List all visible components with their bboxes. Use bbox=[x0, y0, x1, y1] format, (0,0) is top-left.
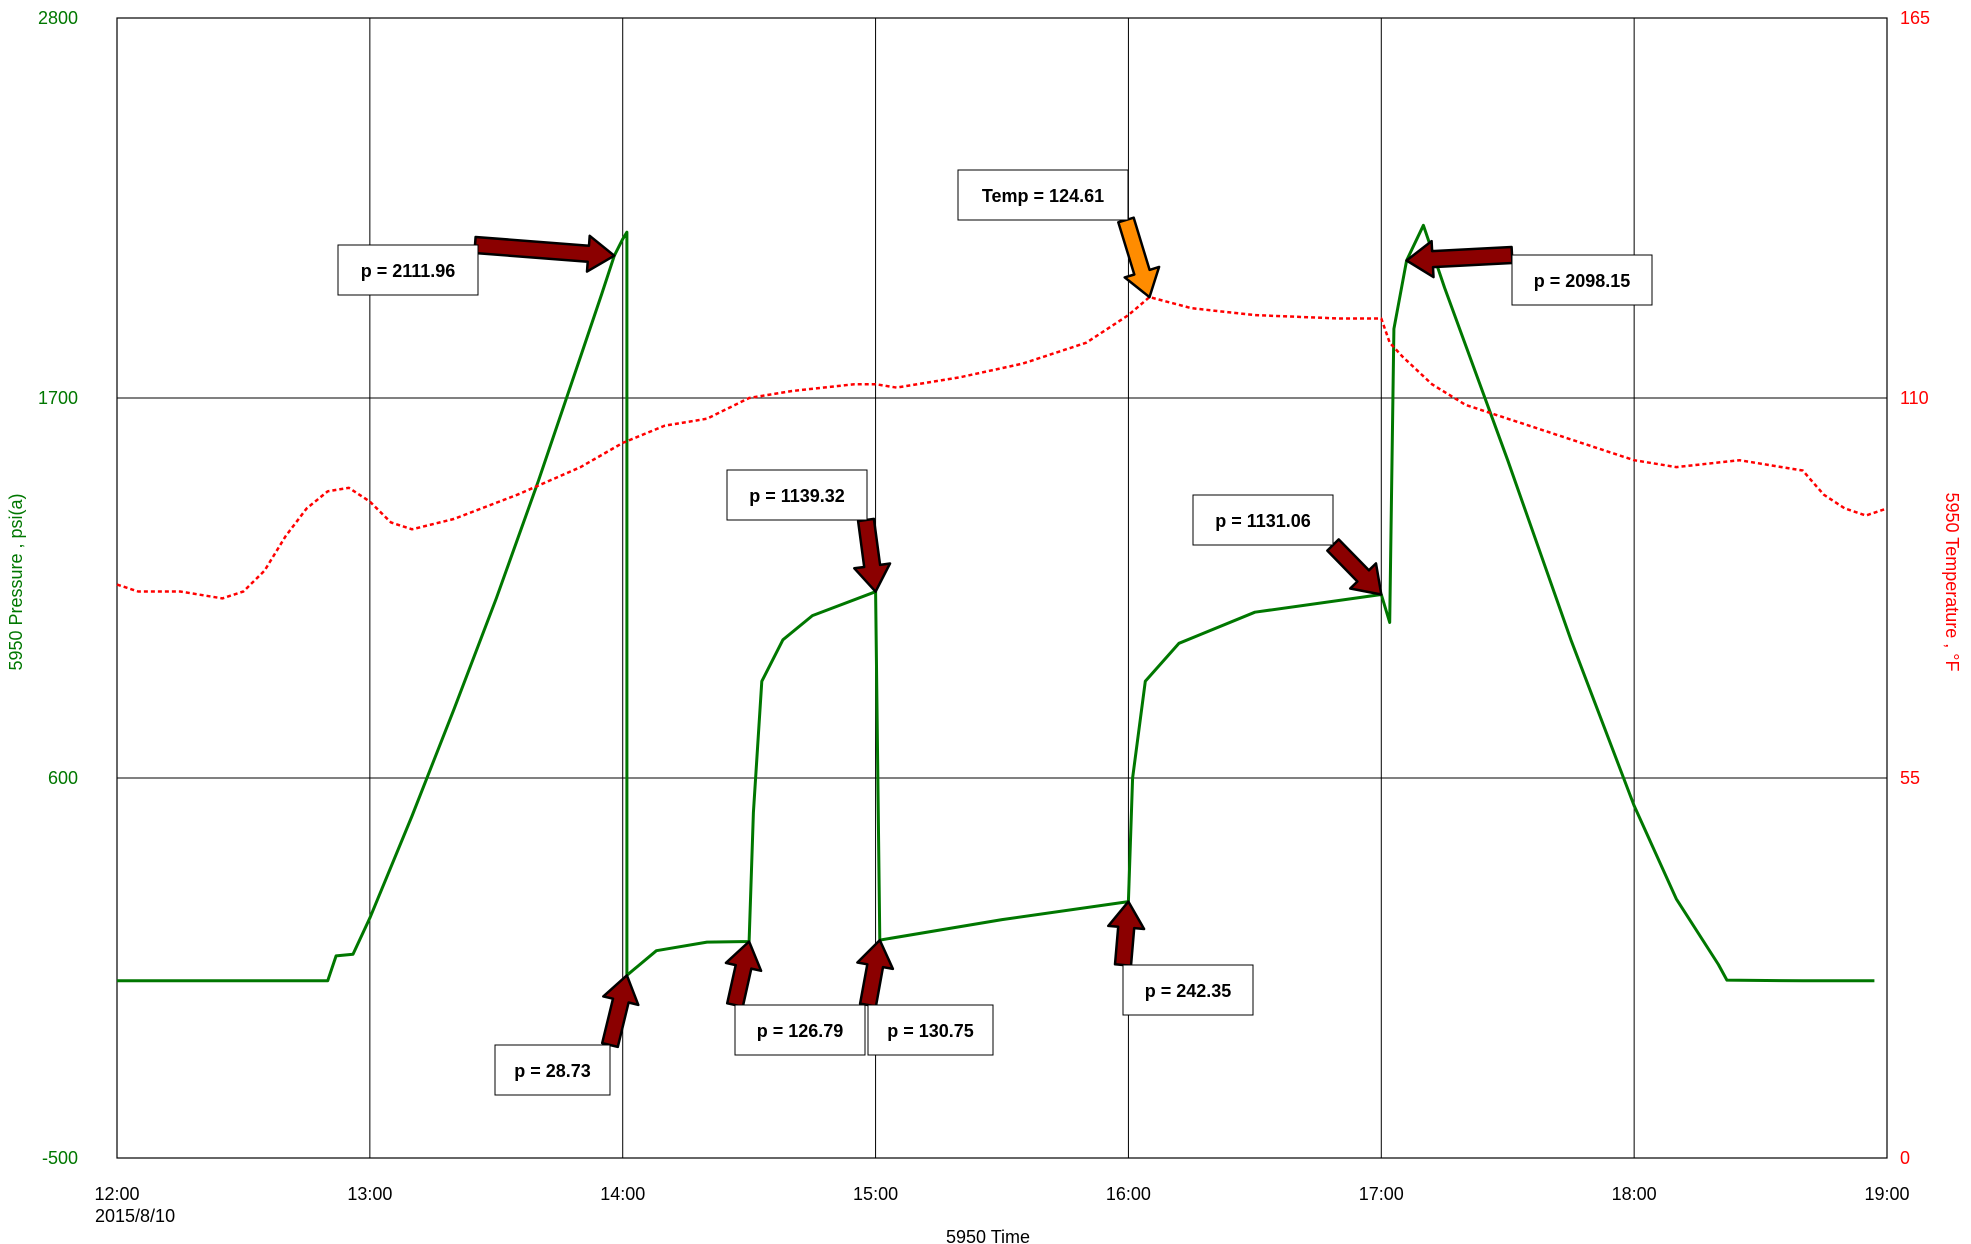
x-tick-label: 15:00 bbox=[853, 1184, 898, 1204]
annotation-label: Temp = 124.61 bbox=[982, 186, 1104, 206]
x-tick-label: 12:00 bbox=[94, 1184, 139, 1204]
plot-frame bbox=[116, 17, 1888, 1159]
pressure-line bbox=[117, 223, 1875, 983]
annotation-box bbox=[726, 469, 868, 521]
y-left-axis: 2800 1700 600 -500 bbox=[38, 8, 78, 1168]
y-left-axis-title: 5950 Pressure , psi(a) bbox=[6, 493, 26, 670]
annotation: Temp = 124.61 bbox=[957, 169, 1161, 299]
y-left-tick-label: 1700 bbox=[38, 388, 78, 408]
y-right-axis: 165 110 55 0 bbox=[1900, 8, 1930, 1168]
annotation-box bbox=[734, 1004, 866, 1056]
annotation: p = 2098.15 bbox=[1405, 239, 1653, 306]
annotation-label: p = 2098.15 bbox=[1534, 271, 1631, 291]
x-tick-label: 17:00 bbox=[1359, 1184, 1404, 1204]
annotation-label: p = 126.79 bbox=[757, 1021, 844, 1041]
annotation: p = 1139.32 bbox=[726, 469, 892, 593]
x-tick-label: 14:00 bbox=[600, 1184, 645, 1204]
annotation-label: p = 2111.96 bbox=[361, 261, 456, 281]
annotation-box bbox=[337, 244, 479, 296]
x-tick-label: 18:00 bbox=[1612, 1184, 1657, 1204]
annotation-box bbox=[1122, 964, 1254, 1016]
y-right-tick-label: 110 bbox=[1900, 388, 1929, 408]
date-label: 2015/8/10 bbox=[95, 1206, 175, 1226]
annotation-arrow bbox=[473, 234, 616, 273]
annotation-arrow bbox=[1107, 900, 1146, 967]
annotation: p = 130.75 bbox=[856, 938, 994, 1056]
y-left-tick-label: 600 bbox=[48, 768, 78, 788]
annotation: p = 2111.96 bbox=[337, 234, 616, 296]
y-right-tick-label: 55 bbox=[1900, 768, 1920, 788]
annotation-arrow bbox=[600, 974, 640, 1049]
annotation-label: p = 1131.06 bbox=[1215, 511, 1311, 531]
annotation-arrow bbox=[1117, 216, 1161, 299]
x-tick-label: 16:00 bbox=[1106, 1184, 1151, 1204]
x-tick-label: 13:00 bbox=[347, 1184, 392, 1204]
annotation-arrow bbox=[856, 938, 895, 1008]
annotation-label: p = 28.73 bbox=[514, 1061, 591, 1081]
x-axis-title: 5950 Time bbox=[946, 1227, 1030, 1244]
y-right-tick-label: 165 bbox=[1900, 8, 1930, 28]
y-right-axis-title: 5950 Temperature , °F bbox=[1942, 493, 1962, 672]
annotation: p = 1131.06 bbox=[1192, 494, 1383, 596]
y-right-tick-label: 0 bbox=[1900, 1148, 1910, 1168]
annotation-box bbox=[494, 1044, 611, 1096]
annotation-box bbox=[1511, 254, 1653, 306]
annotation-label: p = 242.35 bbox=[1145, 981, 1232, 1001]
annotation: p = 126.79 bbox=[724, 940, 866, 1056]
annotation-box bbox=[957, 169, 1129, 221]
annotation-arrow bbox=[1405, 239, 1514, 279]
x-axis: 12:00 13:00 14:00 15:00 16:00 17:00 18:00 19:00 bbox=[94, 1184, 1909, 1204]
annotation-layer: p = 2111.96 Temp = 124.61 p = 2098.15 p = 1… bbox=[337, 169, 1653, 1096]
annotation-label: p = 1139.32 bbox=[749, 486, 845, 506]
annotation-arrow bbox=[1326, 538, 1383, 596]
annotation-arrow bbox=[724, 940, 763, 1008]
annotation-arrow bbox=[853, 517, 892, 593]
y-left-tick-label: 2800 bbox=[38, 8, 78, 28]
temperature-line bbox=[116, 295, 1888, 600]
y-left-tick-label: -500 bbox=[42, 1148, 78, 1168]
annotation-label: p = 130.75 bbox=[887, 1021, 974, 1041]
annotation-box bbox=[1192, 494, 1334, 546]
annotation-box bbox=[867, 1004, 994, 1056]
x-tick-label: 19:00 bbox=[1864, 1184, 1909, 1204]
series-layer bbox=[116, 223, 1888, 983]
annotation: p = 242.35 bbox=[1107, 900, 1254, 1016]
annotation: p = 28.73 bbox=[494, 974, 640, 1096]
